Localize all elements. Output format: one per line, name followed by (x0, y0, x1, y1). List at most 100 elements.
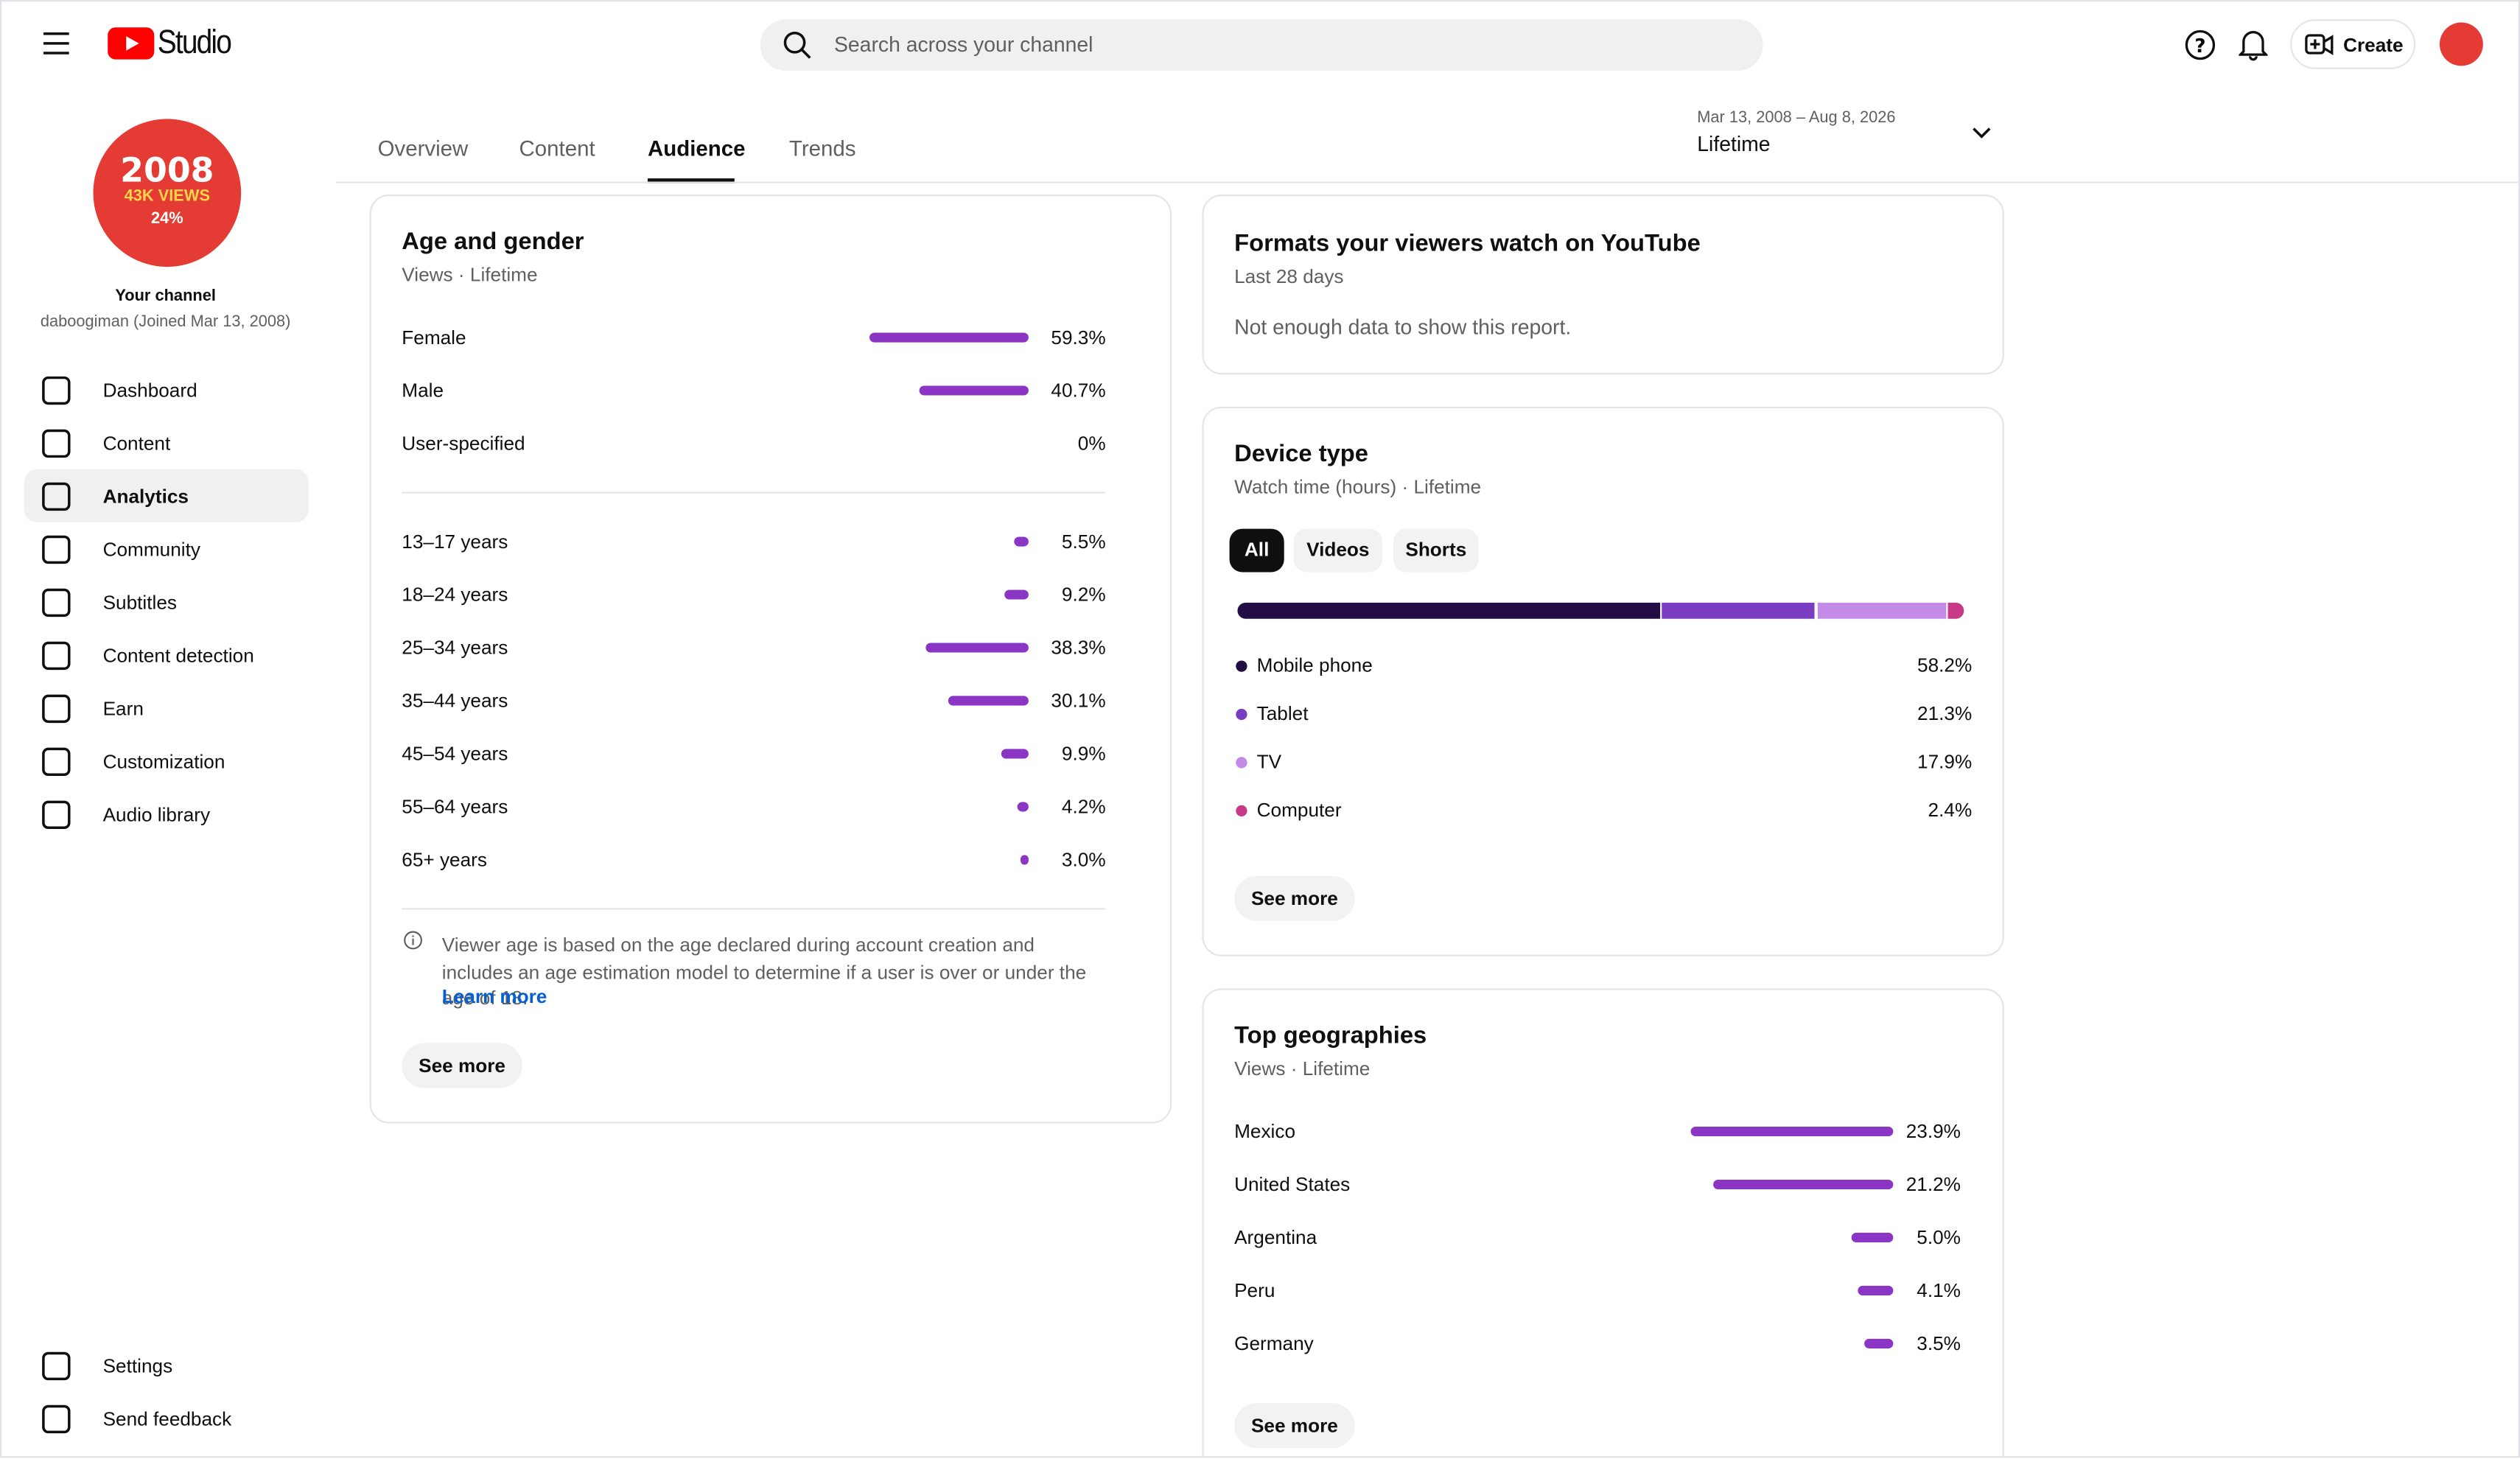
nav-item[interactable]: Customization (24, 735, 309, 788)
card-title: Top geographies (1234, 1022, 1427, 1050)
nav-item[interactable]: Analytics (24, 469, 309, 522)
nav-icon (42, 1351, 71, 1381)
bar (869, 332, 1029, 343)
tab[interactable]: Trends (788, 136, 856, 161)
info-icon (404, 931, 422, 950)
formats-card: Formats your viewers watch on YouTube La… (1202, 194, 2004, 375)
see-more-button[interactable]: See more (1234, 875, 1355, 921)
row-label: United States (1234, 1173, 1351, 1196)
create-button[interactable]: Create (2290, 19, 2416, 69)
row-value: 38.3% (1051, 636, 1106, 659)
card-title: Formats your viewers watch on YouTube (1234, 229, 1701, 257)
device-value: 21.3% (1917, 702, 1973, 725)
create-icon (2305, 34, 2334, 55)
row-value: 21.2% (1905, 1173, 1961, 1196)
nav-item[interactable]: Send feedback (24, 1392, 309, 1445)
nav-icon (42, 694, 71, 724)
date-range-label[interactable]: Lifetime (1697, 131, 1771, 156)
row-value: 5.0% (1917, 1226, 1961, 1249)
card-title: Age and gender (402, 228, 584, 256)
device-value: 17.9% (1917, 750, 1973, 774)
row-label: 55–64 years (402, 795, 508, 819)
row-label: Germany (1234, 1332, 1314, 1355)
row-label: 25–34 years (402, 636, 508, 659)
nav-label: Subtitles (102, 591, 177, 615)
legend-dot (1236, 757, 1247, 769)
search-box[interactable]: Search across your channel (760, 19, 1763, 71)
filter-chip[interactable]: All (1229, 528, 1284, 573)
nav-icon (42, 641, 71, 671)
age-note: Viewer age is based on the age declared … (441, 934, 1087, 1010)
row-label: Peru (1234, 1279, 1275, 1302)
nav-item[interactable]: Audio library (24, 788, 309, 841)
menu-icon[interactable] (43, 32, 69, 55)
nav-label: Content detection (102, 644, 254, 668)
tabs-divider (335, 181, 2519, 183)
row-label: Female (402, 326, 466, 349)
card-subtitle: Views · Lifetime (1234, 1057, 1371, 1080)
nav-item[interactable]: Settings (24, 1339, 309, 1392)
row-label: 45–54 years (402, 742, 508, 766)
device-value: 58.2% (1917, 654, 1973, 677)
nav-item[interactable]: Earn (24, 682, 309, 735)
legend-dot (1236, 805, 1247, 817)
device-card: Device type Watch time (hours) · Lifetim… (1202, 406, 2004, 956)
device-label: Computer (1256, 799, 1342, 822)
bar (1004, 589, 1029, 600)
nav-item[interactable]: Content detection (24, 629, 309, 682)
row-label: User-specified (402, 432, 525, 455)
bar (1690, 1126, 1894, 1137)
youtube-logo[interactable] (108, 27, 155, 60)
bar (919, 385, 1029, 396)
search-icon (783, 31, 811, 59)
bar (1001, 749, 1029, 759)
card-subtitle: Views · Lifetime (402, 263, 538, 287)
filter-chip[interactable]: Videos (1293, 528, 1382, 573)
row-label: 18–24 years (402, 583, 508, 606)
bar (1713, 1179, 1894, 1190)
legend-dot (1236, 708, 1247, 721)
row-value: 3.0% (1061, 848, 1106, 872)
nav-icon (42, 588, 71, 617)
nav-icon (42, 747, 71, 777)
nav-label: Community (102, 538, 200, 561)
see-more-button[interactable]: See more (402, 1043, 522, 1088)
device-segment (1237, 602, 1660, 619)
device-label: Tablet (1256, 702, 1309, 725)
row-value: 40.7% (1051, 379, 1106, 402)
create-label: Create (2343, 33, 2404, 57)
nav-label: Analytics (102, 485, 189, 508)
nav-item[interactable]: Subtitles (24, 575, 309, 629)
nav-item[interactable]: Community (24, 522, 309, 575)
row-value: 4.1% (1917, 1279, 1961, 1302)
date-range: Mar 13, 2008 – Aug 8, 2026 (1697, 109, 1896, 127)
nav-label: Send feedback (102, 1407, 232, 1431)
nav-item[interactable]: Content (24, 416, 309, 469)
nav-item[interactable]: Dashboard (24, 363, 309, 416)
see-more-button[interactable]: See more (1234, 1403, 1355, 1449)
geographies-card: Top geographies Views · Lifetime See mor… (1202, 988, 2004, 1457)
account-avatar[interactable] (2439, 22, 2483, 66)
tab[interactable]: Audience (647, 136, 746, 161)
row-value: 23.9% (1905, 1120, 1961, 1143)
tab[interactable]: Overview (377, 136, 469, 161)
nav-label: Content (102, 432, 171, 455)
row-value: 9.2% (1061, 583, 1106, 606)
filter-chip[interactable]: Shorts (1393, 528, 1479, 573)
row-value: 3.5% (1917, 1332, 1961, 1355)
avatar-year: 2008 (120, 151, 214, 190)
bar (925, 643, 1029, 653)
learn-more-link[interactable]: Learn more (441, 985, 547, 1008)
avatar-views: 43K VIEWS (124, 188, 211, 206)
nav-icon (42, 1404, 71, 1434)
channel-avatar[interactable]: 2008 43K VIEWS 24% (93, 119, 242, 267)
device-value: 2.4% (1928, 799, 1973, 822)
row-value: 59.3% (1051, 326, 1106, 349)
help-icon[interactable]: ? (2184, 29, 2216, 61)
dropdown-icon[interactable] (1972, 127, 1991, 139)
tab[interactable]: Content (519, 136, 595, 161)
notifications-icon[interactable] (2239, 29, 2268, 61)
row-value: 9.9% (1061, 742, 1106, 766)
row-label: 13–17 years (402, 530, 508, 553)
